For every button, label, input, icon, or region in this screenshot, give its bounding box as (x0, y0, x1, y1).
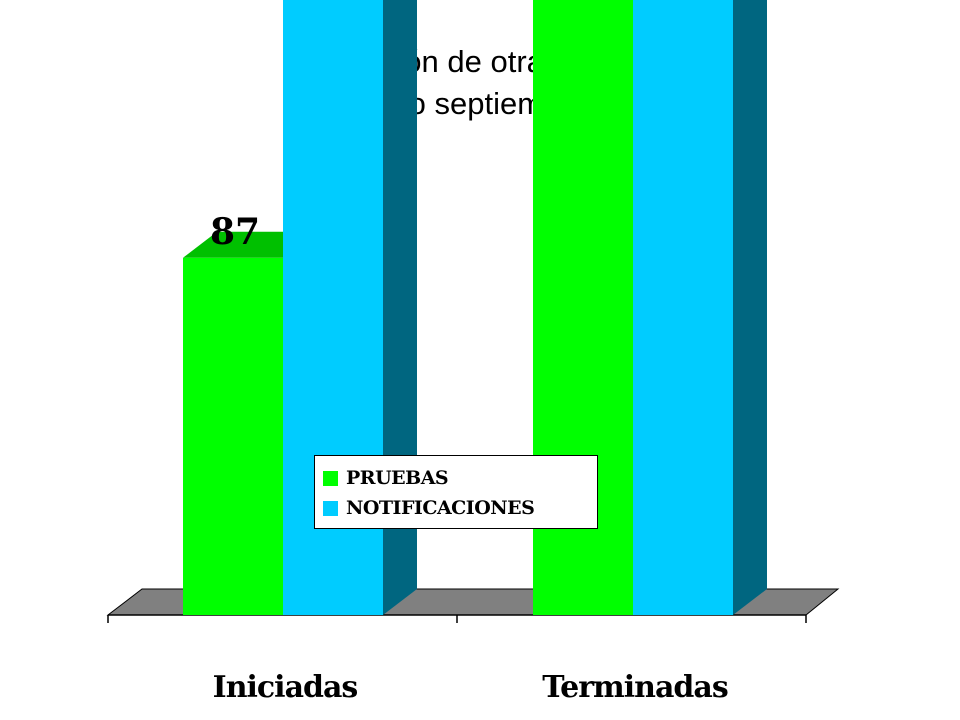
legend-label-pruebas: PRUEBAS (346, 467, 449, 489)
bar-pruebas-iniciadas (183, 257, 283, 615)
data-label-pruebas-iniciadas: 87 (210, 211, 260, 253)
legend-item-notificaciones: NOTIFICACIONES (323, 494, 535, 522)
legend: PRUEBAS NOTIFICACIONES (314, 455, 598, 529)
legend-item-pruebas: PRUEBAS (323, 464, 449, 492)
bar-notificaciones-terminadas (633, 0, 733, 616)
category-label-iniciadas: Iniciadas (213, 670, 358, 705)
legend-swatch-pruebas (323, 470, 338, 486)
legend-label-notificaciones: NOTIFICACIONES (346, 497, 535, 519)
bar-side-notificaciones-terminadas (733, 0, 767, 615)
legend-swatch-notificaciones (323, 500, 338, 516)
category-label-terminadas: Terminadas (542, 670, 728, 705)
